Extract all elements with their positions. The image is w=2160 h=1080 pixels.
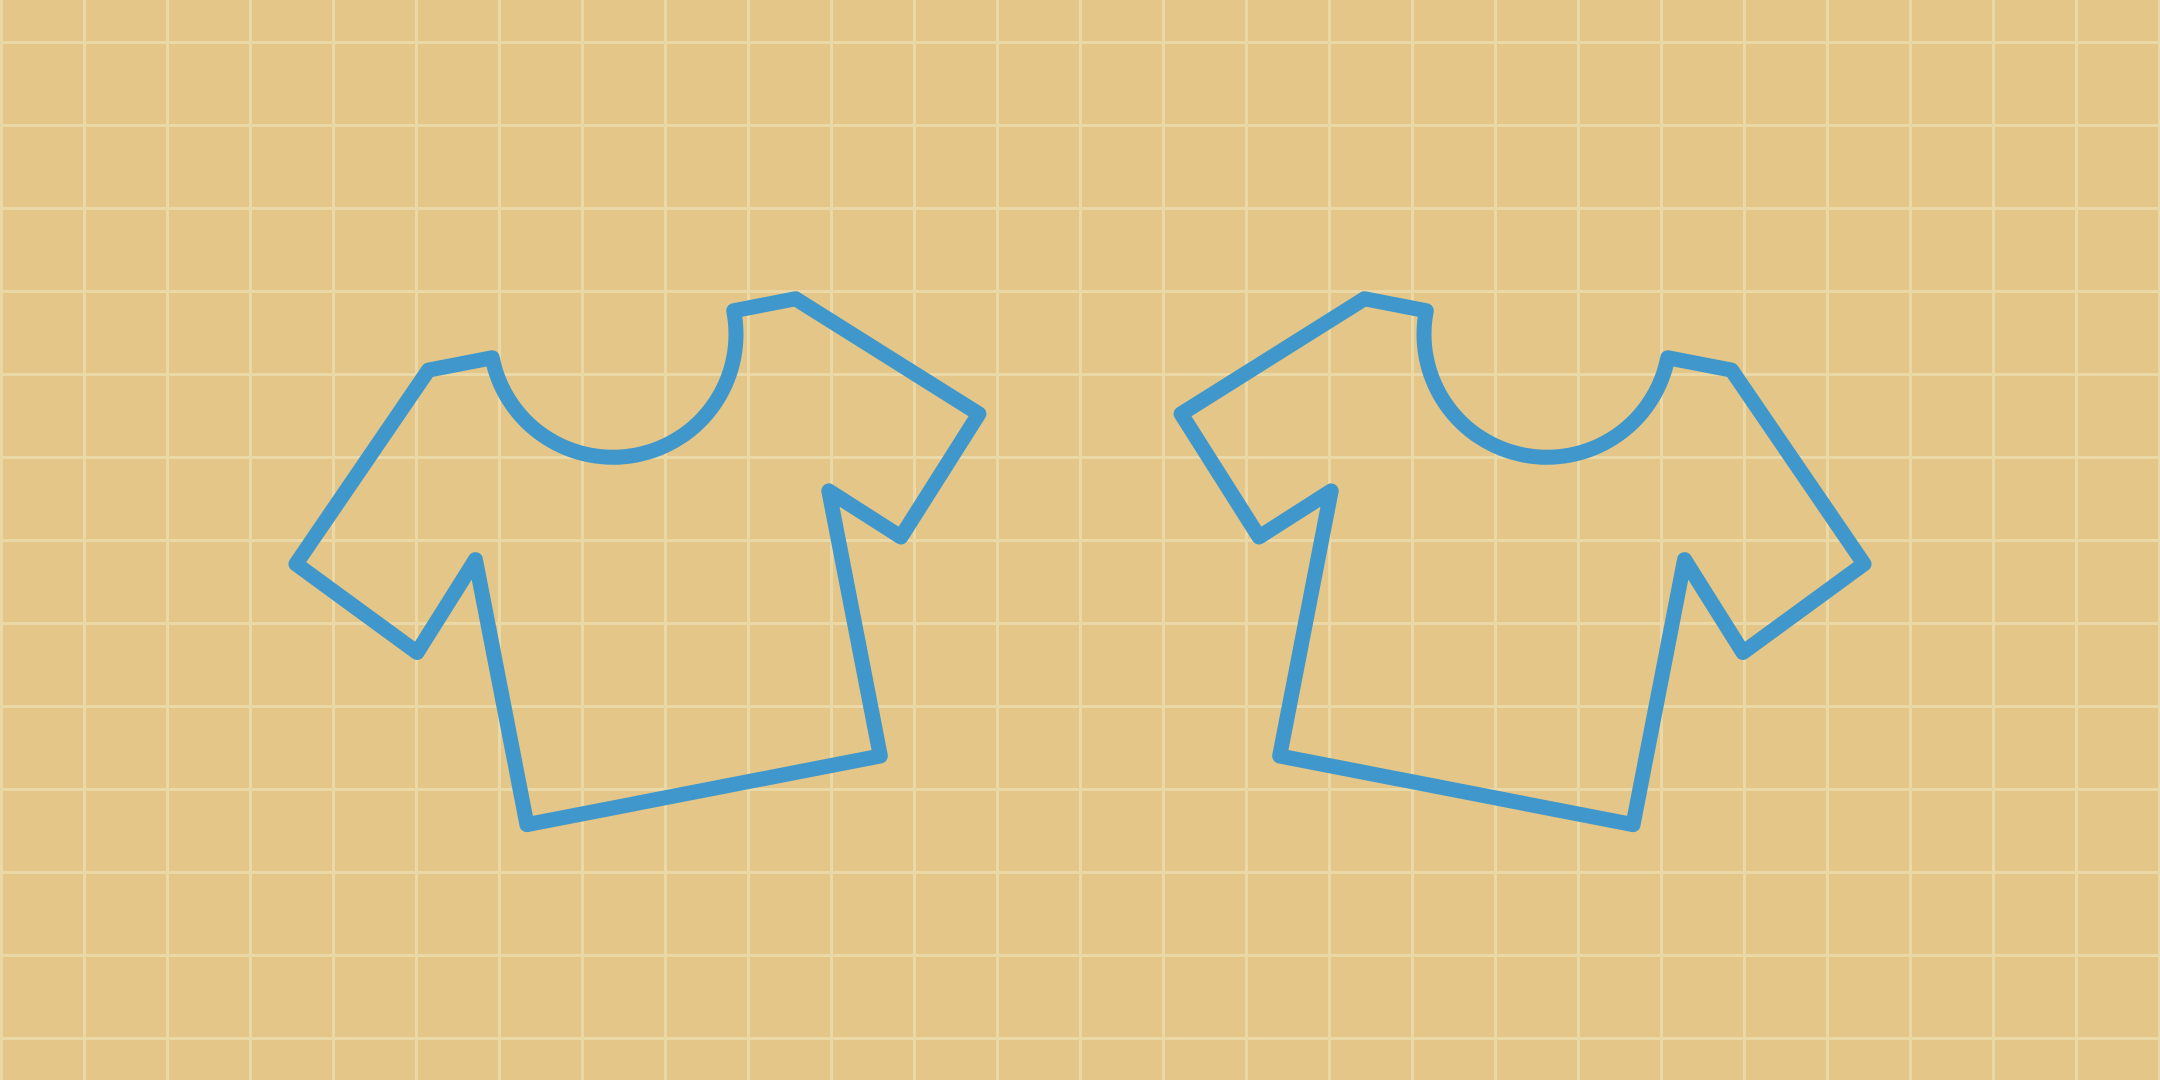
tshirt-outline-icon [1173, 291, 1872, 833]
tshirt-outline-icon [288, 291, 987, 833]
